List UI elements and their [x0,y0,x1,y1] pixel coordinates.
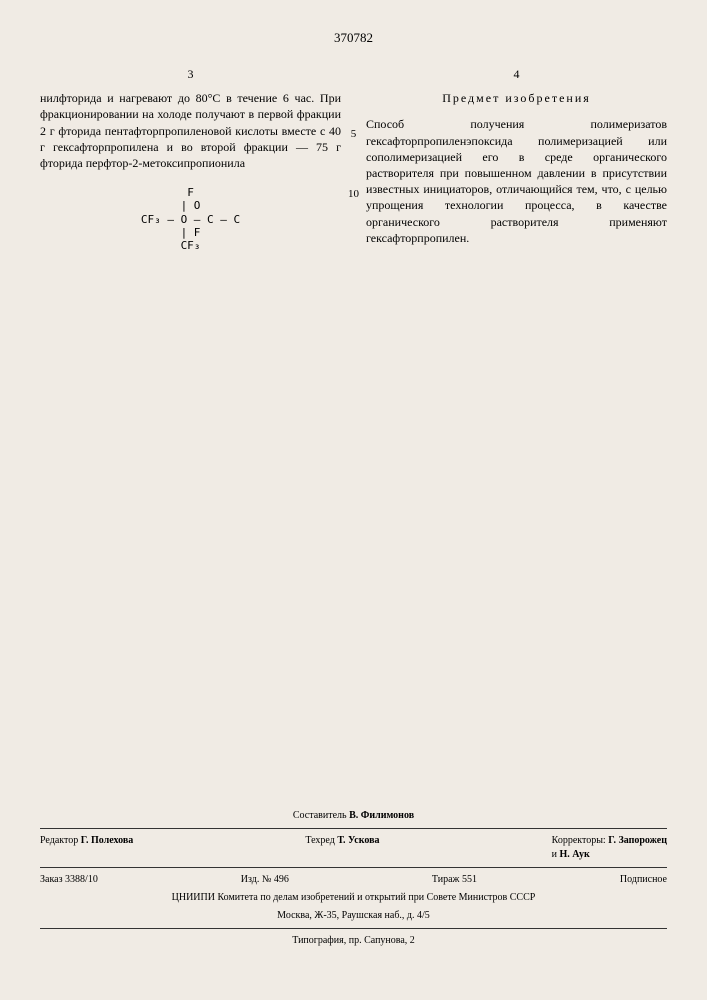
document-number: 370782 [40,30,667,46]
column-number-right: 4 [366,66,667,82]
right-column-text: Способ получения полимеризатов гексафтор… [366,116,667,246]
line-marker-5: 5 [346,128,361,140]
section-title: Предмет изобретения [366,90,667,106]
left-column-text: нилфторида и нагревают до 80°С в течение… [40,90,341,171]
chemical-formula: F | O CF₃ — O — C — C | F CF₃ [40,186,341,252]
column-number-left: 3 [40,66,341,82]
line-marker-10: 10 [346,188,361,200]
footer: Составитель В. Филимонов Редактор Г. Пол… [40,807,667,950]
